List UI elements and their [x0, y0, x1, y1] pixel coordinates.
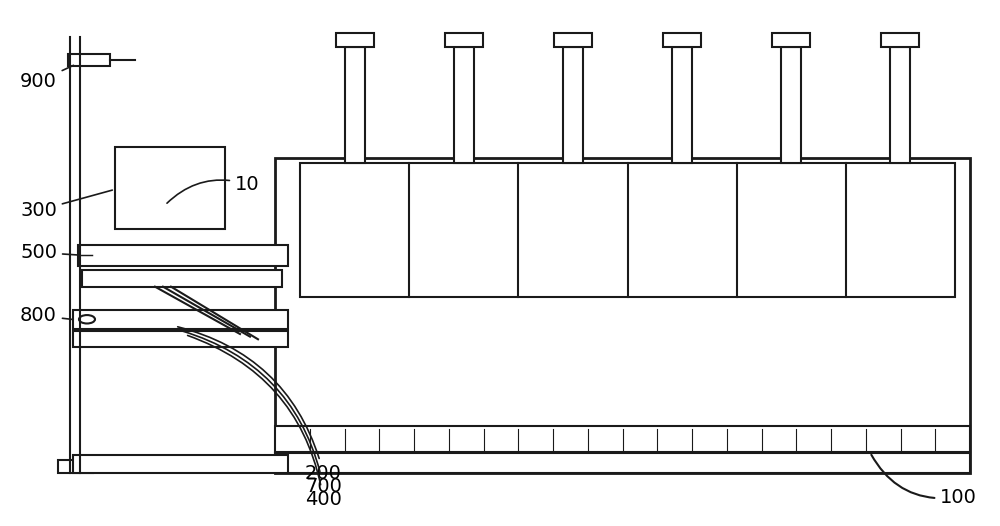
Bar: [68, 54, 110, 66]
Text: 700: 700: [183, 331, 342, 496]
Text: 200: 200: [178, 327, 342, 483]
Bar: [73, 310, 288, 329]
Text: 800: 800: [20, 306, 73, 325]
Bar: [890, 47, 910, 163]
Bar: [454, 47, 474, 163]
Text: 300: 300: [20, 190, 112, 220]
Text: 400: 400: [188, 336, 342, 509]
Bar: [781, 47, 801, 163]
Bar: [73, 331, 288, 347]
Bar: [275, 158, 970, 473]
Bar: [563, 47, 583, 163]
Bar: [672, 47, 692, 163]
Text: 10: 10: [167, 175, 260, 203]
Bar: [78, 245, 288, 266]
Bar: [663, 33, 701, 47]
Bar: [336, 33, 374, 47]
Bar: [554, 33, 592, 47]
Bar: [345, 47, 365, 163]
Bar: [82, 270, 282, 287]
Bar: [275, 426, 970, 452]
Bar: [300, 163, 955, 297]
Bar: [275, 453, 970, 473]
Text: 900: 900: [20, 65, 73, 91]
Bar: [115, 147, 225, 229]
Text: 500: 500: [20, 243, 77, 262]
Text: 100: 100: [871, 455, 977, 507]
Bar: [73, 455, 288, 473]
Bar: [772, 33, 810, 47]
Bar: [881, 33, 919, 47]
Bar: [445, 33, 483, 47]
Bar: [58, 460, 93, 473]
